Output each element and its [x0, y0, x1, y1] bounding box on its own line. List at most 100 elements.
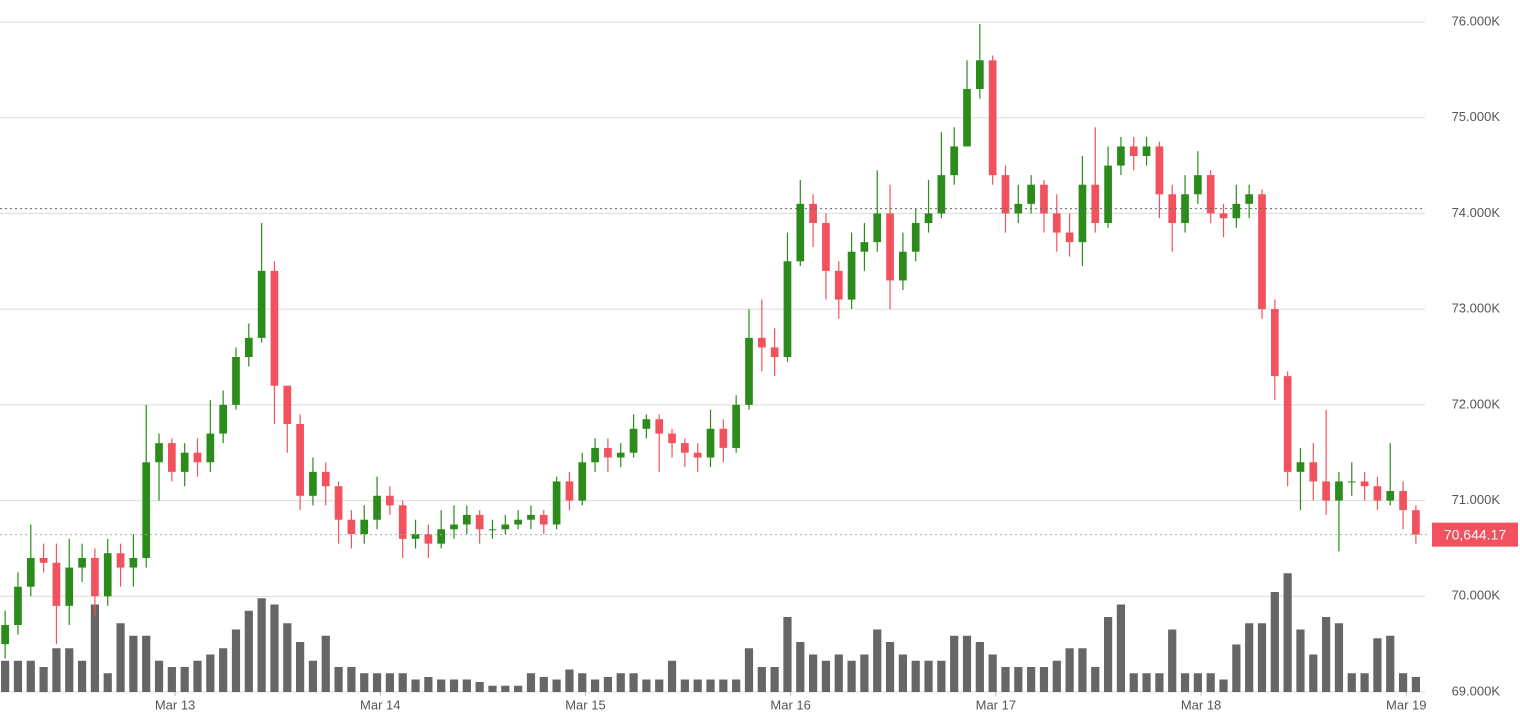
y-tick-label: 74.000K: [1452, 205, 1501, 220]
candle-body: [770, 347, 779, 357]
candle-body: [963, 89, 971, 147]
volume-bar: [757, 667, 766, 692]
candle-body: [180, 452, 189, 472]
candle-body: [899, 251, 907, 281]
candle-body: [693, 452, 702, 458]
volume-bar: [1309, 654, 1318, 692]
volume-bar: [552, 679, 561, 692]
candle-body: [719, 428, 728, 448]
candle-body: [1117, 146, 1125, 166]
candle-body: [116, 553, 125, 568]
volume-bar: [667, 660, 677, 692]
volume-bar: [90, 604, 100, 692]
candle-body: [527, 514, 535, 520]
volume-bar: [193, 660, 202, 692]
candle-body: [1347, 481, 1356, 483]
volume-bar: [39, 667, 48, 692]
volume-bar: [809, 654, 818, 692]
volume-bar: [1091, 667, 1100, 692]
candle-body: [642, 419, 651, 429]
x-tick-label: Mar 13: [155, 697, 195, 712]
candle-body: [1104, 165, 1112, 223]
volume-bar: [1257, 623, 1267, 692]
volume-bar: [578, 673, 587, 692]
candle-body: [39, 558, 48, 563]
candle-body: [911, 223, 920, 252]
candle-body: [539, 514, 548, 525]
volume-bar: [437, 679, 446, 692]
candle-body: [988, 60, 997, 176]
candle-body: [1194, 175, 1202, 195]
y-tick-label: 73.000K: [1452, 301, 1501, 316]
candle-body: [834, 270, 843, 300]
volume-bar: [629, 673, 638, 692]
candle-body: [1091, 184, 1100, 223]
volume-bar: [847, 660, 856, 692]
candle-body: [52, 562, 61, 606]
volume-bar: [860, 654, 869, 692]
candle-body: [1065, 232, 1074, 243]
candle-body: [629, 428, 638, 453]
volume-bar: [603, 677, 613, 692]
x-tick-label: Mar 19: [1386, 697, 1426, 712]
candle-body: [1168, 194, 1177, 223]
volume-bar: [1039, 667, 1049, 692]
candle-body: [257, 270, 266, 338]
candle-body: [1232, 203, 1241, 219]
volume-bar: [1283, 573, 1292, 692]
candle-body: [578, 462, 587, 501]
volume-bar: [783, 617, 792, 692]
volume-bar: [937, 660, 946, 692]
volume-bar: [962, 635, 972, 692]
volume-bar: [770, 667, 779, 692]
candle-body: [1245, 194, 1254, 204]
volume-bar: [1129, 673, 1138, 692]
candle-body: [1399, 491, 1407, 511]
candle-body: [1142, 146, 1151, 156]
candle-body: [501, 524, 510, 530]
candle-body: [1078, 184, 1087, 243]
volume-bar: [898, 654, 907, 692]
volume-bar: [1180, 673, 1190, 692]
candle-body: [155, 443, 163, 463]
volume-bar: [1334, 623, 1344, 692]
volume-bar: [334, 667, 343, 692]
volume-bar: [1142, 673, 1151, 692]
candle-body: [193, 452, 202, 463]
candle-body: [424, 534, 433, 544]
volume-bar: [411, 679, 420, 692]
candle-body: [822, 223, 830, 271]
volume-bar: [308, 660, 318, 692]
candle-body: [1, 625, 9, 645]
y-tick-label: 76.000K: [1452, 13, 1501, 28]
volume-bar: [821, 660, 831, 692]
x-tick-label: Mar 18: [1181, 697, 1221, 712]
candle-body: [1360, 481, 1369, 487]
candle-body: [809, 203, 817, 223]
volume-bar: [103, 673, 112, 692]
volume-bar: [1116, 604, 1126, 692]
volume-bar: [565, 669, 574, 692]
candle-body: [78, 558, 86, 568]
volume-bar: [1155, 673, 1164, 692]
volume-bar: [129, 635, 138, 692]
volume-bar: [1065, 648, 1074, 692]
volume-bar: [26, 660, 35, 692]
candle-body: [1335, 481, 1343, 501]
volume-bar: [65, 648, 74, 692]
volume-bar: [885, 642, 895, 692]
volume-bar: [385, 673, 394, 692]
candle-body: [1040, 184, 1048, 214]
candle-body: [475, 514, 484, 530]
volume-bar: [911, 660, 920, 692]
candle-body: [616, 452, 625, 458]
volume-bar: [616, 673, 625, 692]
candle-body: [1219, 213, 1228, 219]
last-price-box: [1432, 522, 1518, 547]
volume-bar: [1270, 592, 1279, 692]
y-tick-label: 72.000K: [1452, 396, 1501, 411]
candle-body: [975, 60, 984, 89]
volume-bar: [642, 679, 651, 692]
candle-body: [411, 534, 420, 539]
